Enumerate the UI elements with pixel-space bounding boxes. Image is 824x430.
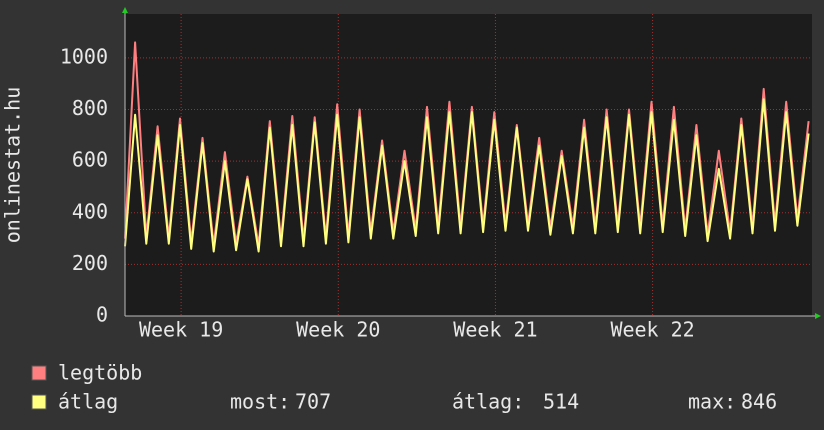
axis-arrow <box>815 313 821 319</box>
side-label: onlinestat.hu <box>1 87 25 244</box>
y-tick-label: 1000 <box>60 44 108 68</box>
legend-label: legtöbb <box>58 361 142 385</box>
stat-value: 707 <box>295 390 331 414</box>
legend-swatch <box>31 365 47 381</box>
legend-swatch <box>31 394 47 410</box>
y-tick-label: 200 <box>72 251 108 275</box>
x-tick-label: Week 22 <box>610 318 694 342</box>
stat-value: 514 <box>543 390 579 414</box>
lines <box>124 41 810 253</box>
plot-area <box>125 14 812 316</box>
y-tick-label: 400 <box>72 199 108 223</box>
y-tick-label: 0 <box>96 303 108 327</box>
stat-value: 846 <box>741 390 777 414</box>
stat-label: most: <box>230 390 290 414</box>
y-tick-label: 600 <box>72 148 108 172</box>
y-tick-label: 800 <box>72 96 108 120</box>
x-tick-label: Week 19 <box>139 318 223 342</box>
x-tick-label: Week 21 <box>453 318 537 342</box>
series-line <box>124 98 810 253</box>
axis-arrow <box>122 7 128 13</box>
stat-label: max: <box>688 390 736 414</box>
x-tick-label: Week 20 <box>296 318 380 342</box>
stat-label: átlag: <box>452 390 524 414</box>
legend-label: átlag <box>58 390 118 414</box>
